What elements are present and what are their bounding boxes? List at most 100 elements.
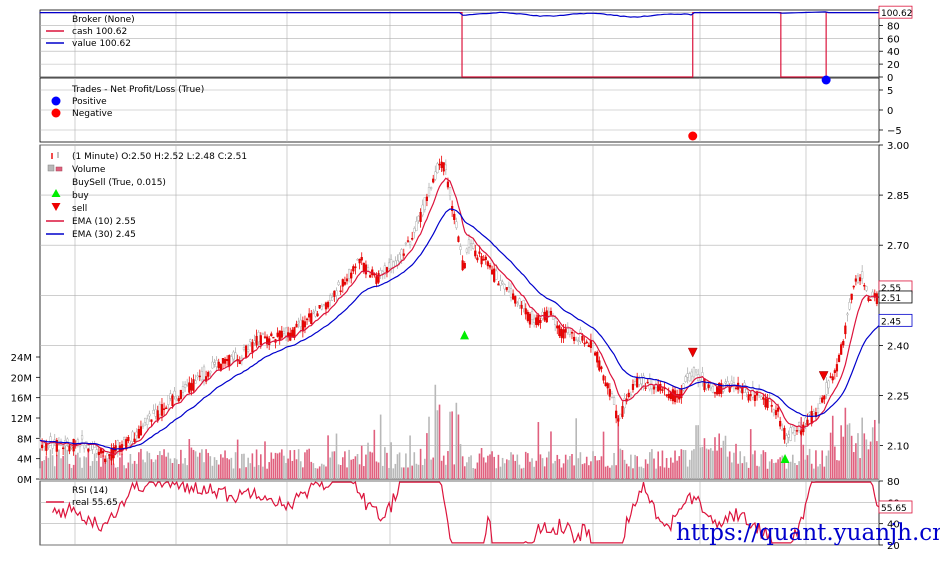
volume-bar [571,454,573,479]
candle-body [66,438,69,443]
candle-body [575,339,578,341]
volume-bar [196,456,199,479]
candle-body [726,380,729,385]
volume-bar [295,459,298,479]
candle-body [789,427,792,441]
rsi-legend-label: RSI (14) [72,486,108,496]
trades-legend-label: Negative [72,109,113,119]
volume-bar [522,467,525,479]
candle-body [621,406,624,417]
candle-body [598,360,601,371]
volume-bar [272,458,275,479]
volume-bar [297,449,300,479]
candle-body [617,418,620,422]
candle-body [171,395,174,407]
volume-bar [156,455,159,479]
candle-body [562,329,565,339]
volume-bar [579,452,582,479]
candle-body [594,352,597,356]
broker-last-value-tag: 100.62 [881,9,913,19]
candle-body [45,443,48,451]
candle-body [230,356,233,364]
candle-body [615,410,618,419]
candle-body [221,358,225,364]
candle-body [345,278,349,282]
candle-body [650,384,654,390]
candle-body [779,420,782,427]
volume-bar [676,460,678,479]
volume-bar [495,468,498,479]
candle-body [377,273,380,283]
volume-bar [512,454,514,479]
volume-bar [152,462,155,479]
candle-body [661,389,664,391]
volume-bar [564,454,567,479]
volume-bar [93,453,96,479]
candle-body [795,430,799,432]
candle-body [861,271,864,279]
candle-body [402,253,405,256]
candle-body [835,364,839,372]
volume-axis-label: 4M [17,455,32,466]
volume-axis-label: 0M [17,475,32,486]
volume-bar [863,433,866,479]
candle-body [158,403,161,415]
volume-bar [43,460,46,479]
volume-bar [459,444,462,479]
volume-bar [871,427,874,479]
candle-body [833,370,836,373]
volume-bar [249,463,252,479]
candle-body [486,261,489,267]
candle-body [432,178,435,183]
volume-bar [594,455,596,479]
candle-body [139,426,143,436]
candle-body [129,443,132,445]
candle-body [255,335,258,346]
volume-bar [667,467,670,479]
volume-bar [493,456,495,479]
trade-point-positive [821,75,831,85]
price-legend-volume-icon [55,166,63,172]
volume-bar [236,439,239,479]
volume-bar [527,453,529,479]
volume-bar [712,450,714,479]
volume-bar [243,453,245,479]
candle-body [406,240,410,242]
candle-body [135,431,138,436]
candle-body [335,290,338,296]
candle-body [556,325,559,329]
volume-bar [87,447,90,479]
candle-body [808,412,811,415]
volume-bar [724,435,727,479]
volume-bar [411,465,413,479]
candle-body [707,384,710,388]
volume-bar [146,451,149,479]
watermark: https://quant.yuanjh.cn [676,520,940,546]
volume-bar [466,462,468,479]
candle-body [448,187,452,196]
volume-bar [432,457,435,479]
volume-bar [363,466,365,479]
volume-bar [701,446,704,479]
volume-bar [171,463,174,479]
volume-bar [554,460,556,479]
candle-body [837,354,841,362]
candle-body [840,344,843,355]
volume-bar [148,452,151,479]
candle-body [364,264,368,275]
candle-body [528,313,532,325]
candle-body [387,262,391,269]
candle-body [43,442,46,447]
volume-bar [58,449,60,479]
candle-body [404,242,407,245]
candle-body [308,313,311,318]
volume-bar [306,449,308,479]
volume-bar [808,448,811,479]
buy-marker [460,330,470,340]
candle-body [146,418,149,425]
candle-body [652,386,656,390]
volume-bar [447,451,449,479]
candle-body [423,197,426,210]
candle-body [152,410,155,414]
candle-body [549,310,553,316]
